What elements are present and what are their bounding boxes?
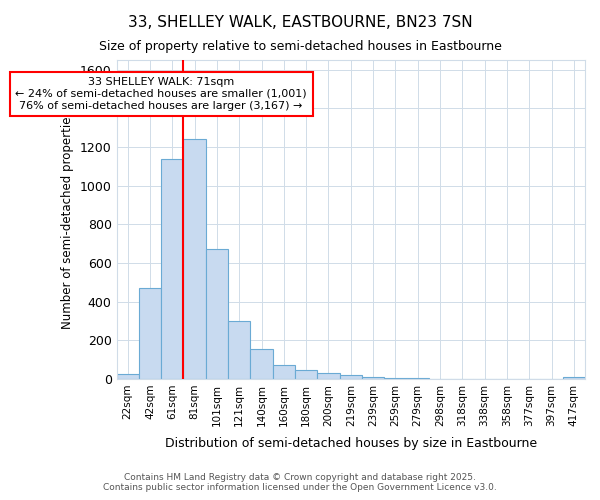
Bar: [206, 250, 228, 379]
Bar: [407, 378, 429, 379]
Bar: [563, 378, 585, 379]
Bar: [384, 378, 407, 379]
X-axis label: Distribution of semi-detached houses by size in Eastbourne: Distribution of semi-detached houses by …: [165, 437, 537, 450]
Bar: [295, 370, 317, 379]
Text: Size of property relative to semi-detached houses in Eastbourne: Size of property relative to semi-detach…: [98, 40, 502, 53]
Text: 33, SHELLEY WALK, EASTBOURNE, BN23 7SN: 33, SHELLEY WALK, EASTBOURNE, BN23 7SN: [128, 15, 472, 30]
Text: Contains HM Land Registry data © Crown copyright and database right 2025.
Contai: Contains HM Land Registry data © Crown c…: [103, 473, 497, 492]
Bar: [340, 375, 362, 379]
Y-axis label: Number of semi-detached properties: Number of semi-detached properties: [61, 110, 74, 329]
Bar: [317, 372, 340, 379]
Bar: [272, 366, 295, 379]
Bar: [228, 321, 250, 379]
Bar: [139, 288, 161, 379]
Bar: [116, 374, 139, 379]
Bar: [362, 377, 384, 379]
Bar: [161, 158, 184, 379]
Bar: [184, 139, 206, 379]
Bar: [250, 349, 272, 379]
Text: 33 SHELLEY WALK: 71sqm
← 24% of semi-detached houses are smaller (1,001)
76% of : 33 SHELLEY WALK: 71sqm ← 24% of semi-det…: [16, 78, 307, 110]
